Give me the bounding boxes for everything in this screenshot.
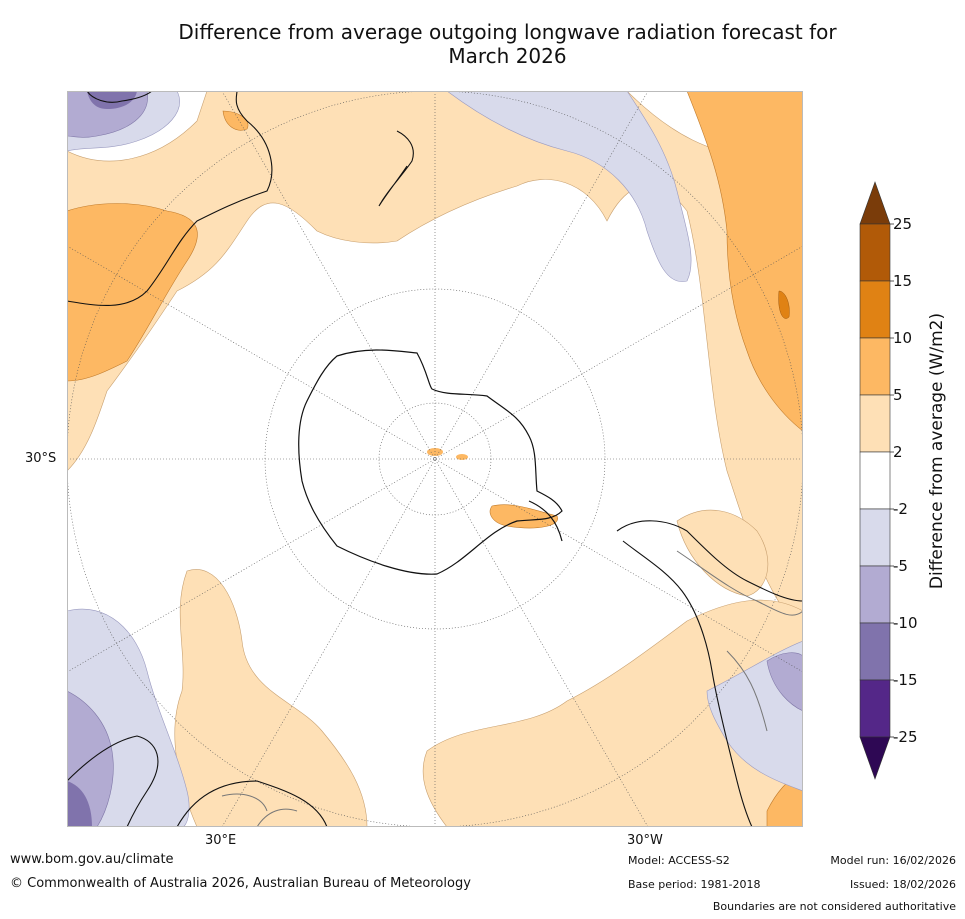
africa-coastline <box>67 735 328 827</box>
colorbar-tick-label: -10 <box>893 614 918 632</box>
colorbar-tick-label: 15 <box>893 272 912 290</box>
anomaly-strong-positive-region <box>489 504 558 529</box>
footer-model-run: Model run: 16/02/2026 <box>830 854 956 867</box>
anomaly-strong-negative-region <box>67 781 92 827</box>
colorbar-tick-label: 10 <box>893 329 912 347</box>
footer-url[interactable]: www.bom.gov.au/climate <box>10 852 174 867</box>
colorbar-bin <box>859 565 891 624</box>
colorbar: 25 15 10 5 2 -2 -5 -10 -15 -25 Difference from av… <box>859 181 947 780</box>
colorbar-tick-label: -15 <box>893 671 918 689</box>
footer-disclaimer: Boundaries are not considered authoritat… <box>712 900 956 913</box>
colorbar-bins <box>859 181 891 780</box>
title-line-1: Difference from average outgoing longwav… <box>178 20 837 44</box>
colorbar-bin <box>859 622 891 681</box>
anomaly-strong-negative-region <box>87 91 137 109</box>
colorbar-bin <box>859 451 891 510</box>
colorbar-ticks: 25 15 10 5 2 -2 -5 -10 -15 -25 <box>890 215 918 746</box>
colorbar-tick-label: -25 <box>893 728 918 746</box>
anomaly-strong-positive-region <box>67 203 198 382</box>
colorbar-bin <box>859 394 891 453</box>
colorbar-tick-label: 5 <box>893 386 903 404</box>
colorbar-tick-label: 2 <box>893 443 903 461</box>
colorbar-tick-label: -5 <box>893 557 908 575</box>
footer-base-period: Base period: 1981-2018 <box>628 878 761 891</box>
country-border <box>676 550 803 732</box>
lon-label-30w: 30°W <box>627 833 663 848</box>
antarctic-peninsula <box>528 500 563 542</box>
anomaly-moderate-positive-region <box>778 290 790 319</box>
anomaly-positive-region <box>676 509 769 597</box>
anomaly-positive-region <box>174 569 368 827</box>
colorbar-tick-label: 25 <box>893 215 912 233</box>
footer-issued: Issued: 18/02/2026 <box>849 878 956 891</box>
anomaly-negative-region <box>446 91 692 282</box>
colorbar-bin <box>859 223 891 282</box>
polar-map <box>67 91 803 827</box>
lat-label-30s: 30°S <box>25 451 57 466</box>
south-america-coastline <box>616 520 803 827</box>
anomaly-strong-positive-region <box>456 454 468 460</box>
colorbar-bin <box>859 337 891 396</box>
new-zealand-coastline <box>378 130 414 207</box>
colorbar-bin <box>859 679 891 738</box>
anomaly-positive-region <box>422 599 803 827</box>
graticule <box>67 91 803 827</box>
anomaly-strong-positive-region <box>686 91 803 432</box>
title-line-2: March 2026 <box>448 44 567 68</box>
australia-coastline <box>67 91 273 306</box>
anomaly-negative-region <box>766 652 803 712</box>
colorbar-extend-max-arrow <box>859 181 891 225</box>
colorbar-extend-min-arrow <box>859 736 891 780</box>
colorbar-bin <box>859 508 891 567</box>
colorbar-label: Difference from average (W/m2) <box>927 313 947 589</box>
lon-label-30e: 30°E <box>205 833 237 848</box>
footer-copyright: © Commonwealth of Australia 2026, Austra… <box>10 876 471 891</box>
footer-model: Model: ACCESS-S2 <box>628 854 730 867</box>
country-border <box>221 793 298 827</box>
map-title: Difference from average outgoing longwav… <box>60 20 955 68</box>
colorbar-bin <box>859 280 891 339</box>
colorbar-tick-label: -2 <box>893 500 908 518</box>
